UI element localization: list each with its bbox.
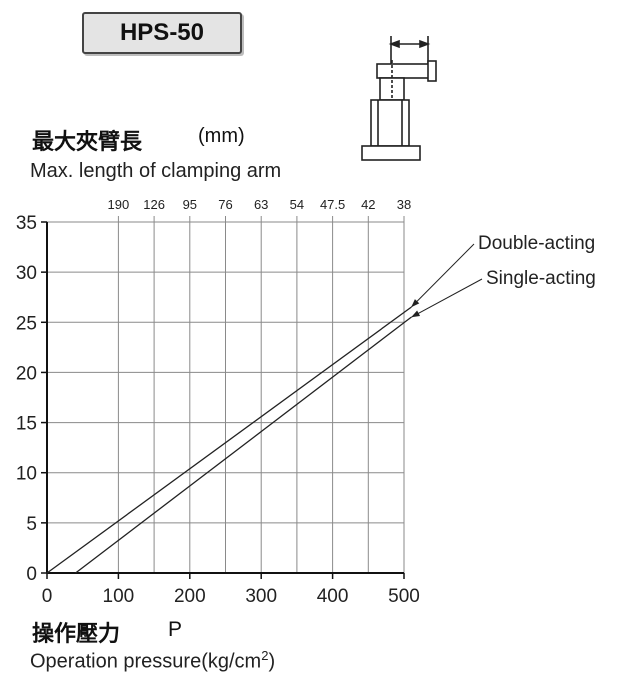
- x-tick-label: 200: [174, 586, 206, 607]
- legend-label-single-acting: Single-acting: [486, 268, 596, 289]
- x-tick-label: 100: [103, 586, 135, 607]
- chart-tick-labels: 0 5 10 15 20 25 30 35 190 126 95 76 63 54 47.5 42 38 0 100…: [16, 197, 420, 607]
- y-tick-label: 35: [16, 213, 37, 234]
- clamp-illustration-icon: [361, 36, 437, 161]
- chart-series: [46, 243, 483, 574]
- series-line-single-acting: [75, 316, 412, 574]
- pressure-axis-label-en-sup: 2: [261, 648, 269, 663]
- y-tick-label: 25: [16, 313, 37, 334]
- top-axis-tick-label: 54: [290, 197, 304, 212]
- x-tick-label: 400: [317, 586, 349, 607]
- pressure-axis-label-en: Operation pressure(kg/cm2): [30, 648, 275, 674]
- pressure-axis-symbol: P: [168, 618, 183, 641]
- top-axis-tick-label: 126: [143, 197, 165, 212]
- model-title-box: HPS-50: [82, 12, 242, 54]
- y-tick-label: 0: [26, 564, 37, 585]
- y-tick-label: 10: [16, 464, 37, 485]
- legend-leader-arrow: [411, 310, 421, 318]
- legend-label-double-acting: Double-acting: [478, 233, 596, 254]
- series-line-double-acting: [46, 306, 412, 574]
- top-axis-tick-label: 38: [397, 197, 411, 212]
- x-tick-label: 300: [245, 586, 277, 607]
- legend-leader-line: [410, 243, 475, 308]
- chart-axes: [41, 221, 405, 579]
- arm-axis-label-en: Max. length of clamping arm: [30, 160, 282, 182]
- chart-grid: [47, 216, 405, 573]
- arm-axis-unit: (mm): [198, 125, 245, 147]
- x-tick-label: 0: [42, 586, 53, 607]
- legend-leader-arrow: [411, 299, 420, 308]
- y-tick-label: 15: [16, 414, 37, 435]
- model-title: HPS-50: [119, 19, 205, 46]
- top-axis-tick-label: 63: [254, 197, 268, 212]
- top-axis-tick-label: 190: [108, 197, 130, 212]
- x-tick-label: 500: [388, 586, 420, 607]
- arm-axis-label-cjk: 最大夾臂長: [32, 130, 143, 155]
- y-tick-label: 20: [16, 363, 37, 384]
- top-axis-tick-label: 42: [361, 197, 375, 212]
- top-axis-tick-label: 95: [183, 197, 197, 212]
- pressure-axis-label-en-prefix: Operation pressure(kg/cm: [30, 650, 262, 673]
- legend-leader-line: [410, 278, 483, 318]
- pressure-axis-label-en-suffix: ): [268, 650, 276, 673]
- y-tick-label: 30: [16, 263, 37, 284]
- top-axis-tick-label: 47.5: [320, 197, 345, 212]
- y-tick-label: 5: [26, 514, 37, 535]
- pressure-axis-label-cjk: 操作壓力: [32, 622, 121, 647]
- top-axis-tick-label: 76: [218, 197, 232, 212]
